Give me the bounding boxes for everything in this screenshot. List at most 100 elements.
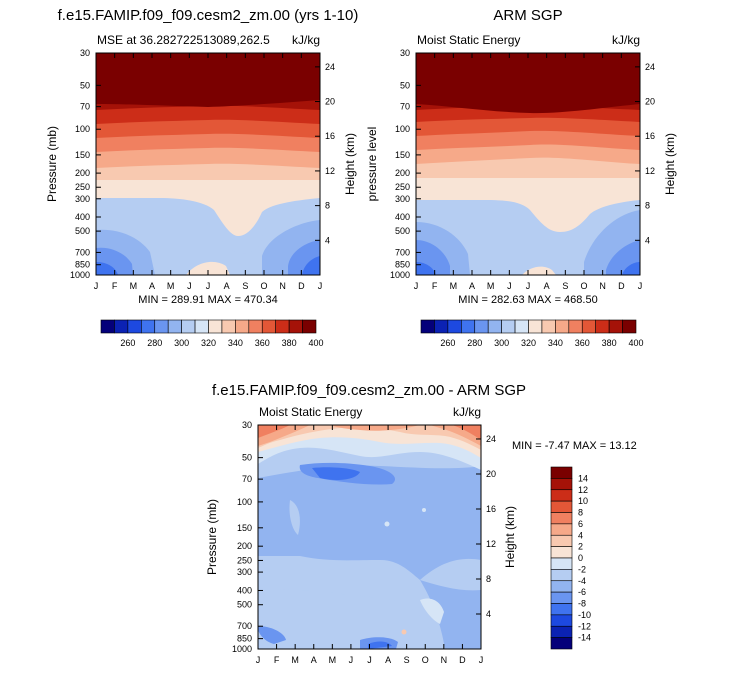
colorbar-label: 4 bbox=[578, 530, 583, 540]
colorbar-swatch bbox=[550, 569, 573, 582]
x-tick-label: N bbox=[441, 655, 448, 665]
y-right-tick-label: 16 bbox=[486, 504, 496, 514]
y-tick-label: 850 bbox=[237, 634, 252, 644]
y-tick-label: 70 bbox=[400, 102, 410, 112]
y-tick-label: 850 bbox=[395, 260, 410, 270]
colorbar-swatch bbox=[555, 319, 570, 334]
colorbar-label: 340 bbox=[548, 338, 563, 348]
x-tick-label: J bbox=[94, 281, 99, 291]
colorbar-obs: 260 280 300 320 340 360 380 400 bbox=[420, 319, 644, 348]
panel-model: f.e15.FAMIP.f09_f09.cesm2_zm.00 (yrs 1-1… bbox=[45, 7, 358, 348]
colorbar-swatch bbox=[541, 319, 556, 334]
colorbar-label: 320 bbox=[521, 338, 536, 348]
y-right-tick-label: 12 bbox=[645, 166, 655, 176]
x-tick-label: M bbox=[487, 281, 495, 291]
panel-diff-stats: MIN = -7.47 MAX = 13.12 bbox=[512, 440, 637, 452]
colorbar-label: 260 bbox=[120, 338, 135, 348]
colorbar-swatch bbox=[302, 319, 317, 334]
colorbar-label: -2 bbox=[578, 564, 586, 574]
x-tick-label: M bbox=[329, 655, 337, 665]
x-tick-label: J bbox=[187, 281, 192, 291]
x-tick-label: F bbox=[432, 281, 438, 291]
x-tick-label: S bbox=[242, 281, 248, 291]
y-tick-label: 70 bbox=[242, 474, 252, 484]
colorbar-label: -14 bbox=[578, 633, 591, 643]
y-right-tick-label: 16 bbox=[645, 131, 655, 141]
y-tick-label: 850 bbox=[75, 260, 90, 270]
x-tick-label: O bbox=[580, 281, 587, 291]
colorbar-swatch bbox=[420, 319, 435, 334]
colorbar-swatch bbox=[550, 500, 573, 513]
x-tick-label: M bbox=[167, 281, 175, 291]
colorbar-swatch bbox=[550, 512, 573, 525]
colorbar-swatch bbox=[114, 319, 129, 334]
y-tick-label: 700 bbox=[237, 621, 252, 631]
colorbar-swatch bbox=[550, 546, 573, 559]
colorbar-label: 14 bbox=[578, 473, 588, 483]
colorbar-swatch bbox=[581, 319, 596, 334]
panel-obs-contours bbox=[416, 53, 640, 275]
y-right-tick-label: 24 bbox=[486, 434, 496, 444]
x-tick-label: M bbox=[130, 281, 138, 291]
y-right-tick-label: 20 bbox=[645, 97, 655, 107]
colorbar-swatch bbox=[608, 319, 623, 334]
contour-fill-model bbox=[96, 53, 320, 275]
colorbar-swatch bbox=[461, 319, 476, 334]
y-tick-label: 500 bbox=[75, 226, 90, 236]
colorbar-label: 280 bbox=[467, 338, 482, 348]
x-tick-label: N bbox=[279, 281, 286, 291]
x-tick-label: J bbox=[318, 281, 323, 291]
y-tick-label: 300 bbox=[395, 194, 410, 204]
colorbar-label: 320 bbox=[201, 338, 216, 348]
y-right-tick-label: 8 bbox=[325, 201, 330, 211]
y-tick-label: 50 bbox=[400, 80, 410, 90]
colorbar-label: 6 bbox=[578, 519, 583, 529]
y-tick-label: 250 bbox=[395, 182, 410, 192]
y-tick-label: 150 bbox=[395, 150, 410, 160]
colorbar-label: 360 bbox=[255, 338, 270, 348]
colorbar-swatch bbox=[514, 319, 529, 334]
y-tick-label: 100 bbox=[75, 124, 90, 134]
colorbar-label: -6 bbox=[578, 587, 586, 597]
colorbar-swatch bbox=[550, 489, 573, 502]
y-tick-label: 200 bbox=[75, 168, 90, 178]
x-tick-label: D bbox=[298, 281, 305, 291]
colorbar-swatch bbox=[595, 319, 610, 334]
y-tick-label: 50 bbox=[80, 80, 90, 90]
y-tick-label: 100 bbox=[237, 497, 252, 507]
panel-model-subtitle-right: kJ/kg bbox=[292, 33, 320, 47]
y-tick-label: 50 bbox=[242, 453, 252, 463]
axes-model: J F M A M J J A S O N D J 30 50 70 100 150 200 250 300 400 500… bbox=[45, 48, 357, 291]
x-tick-label: J bbox=[367, 655, 372, 665]
y-tick-label: 400 bbox=[75, 212, 90, 222]
colorbar-swatch bbox=[434, 319, 449, 334]
colorbar-swatch bbox=[235, 319, 250, 334]
colorbar-swatch bbox=[275, 319, 290, 334]
colorbar-swatch bbox=[288, 319, 303, 334]
colorbar-swatch bbox=[501, 319, 516, 334]
colorbar-swatch bbox=[622, 319, 637, 334]
x-tick-label: A bbox=[469, 281, 475, 291]
y-tick-label: 150 bbox=[237, 523, 252, 533]
x-tick-label: A bbox=[544, 281, 550, 291]
axes-obs: J F M A M J J A S O N D J 30 50 70 100 150 200 250 300 400 500… bbox=[365, 48, 677, 291]
y-tick-label: 150 bbox=[75, 150, 90, 160]
panel-diff: f.e15.FAMIP.f09_f09.cesm2_zm.00 - ARM SG… bbox=[205, 382, 637, 665]
y-tick-label: 250 bbox=[237, 555, 252, 565]
y-axis-label: Pressure (mb) bbox=[205, 499, 219, 575]
panel-diff-title: f.e15.FAMIP.f09_f09.cesm2_zm.00 - ARM SG… bbox=[212, 382, 526, 399]
x-tick-label: F bbox=[274, 655, 280, 665]
y-tick-label: 200 bbox=[395, 168, 410, 178]
colorbar-label: 380 bbox=[282, 338, 297, 348]
y-tick-label: 400 bbox=[395, 212, 410, 222]
panel-diff-subtitle-right: kJ/kg bbox=[453, 405, 481, 419]
colorbar-swatch bbox=[550, 534, 573, 547]
colorbar-swatch bbox=[550, 478, 573, 491]
panel-diff-contours bbox=[258, 425, 481, 649]
y-right-tick-label: 8 bbox=[645, 201, 650, 211]
colorbar-label: 400 bbox=[628, 338, 643, 348]
colorbar-label: 360 bbox=[575, 338, 590, 348]
colorbar-swatch bbox=[447, 319, 462, 334]
y-tick-label: 700 bbox=[75, 247, 90, 257]
panel-model-stats: MIN = 289.91 MAX = 470.34 bbox=[138, 294, 277, 306]
